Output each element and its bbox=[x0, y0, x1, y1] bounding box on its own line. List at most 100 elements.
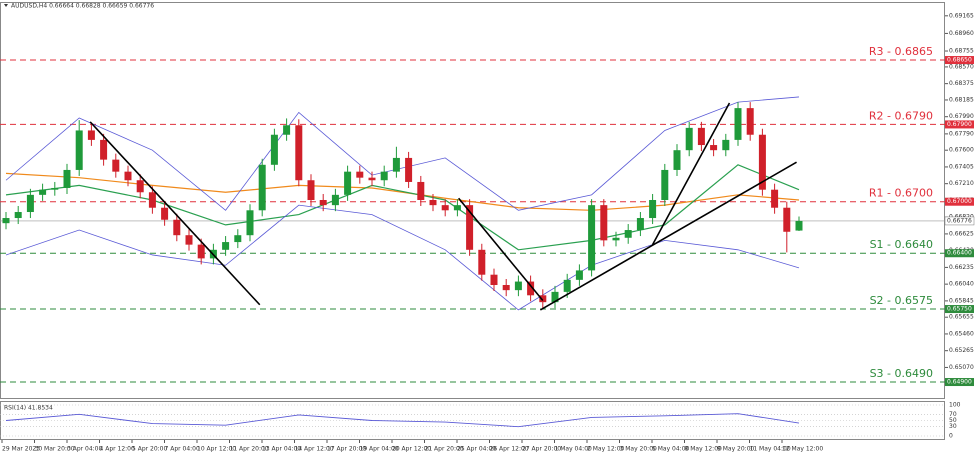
candle-body bbox=[270, 134, 278, 165]
candle-body bbox=[87, 130, 95, 140]
y-tick-label: 0.65265 bbox=[949, 347, 974, 354]
level-tag-box bbox=[945, 249, 974, 258]
current-tag: 0.66776 bbox=[947, 217, 972, 224]
candle-body bbox=[478, 249, 486, 275]
candle-body bbox=[563, 279, 571, 292]
candle-body bbox=[685, 127, 693, 151]
y-tick-label: 0.67600 bbox=[949, 147, 974, 154]
candle-body bbox=[758, 134, 766, 190]
trendline bbox=[458, 197, 544, 301]
candle-body bbox=[453, 205, 461, 211]
candle-body bbox=[539, 295, 547, 303]
y-tick-label: 0.68570 bbox=[949, 63, 974, 70]
candle-body bbox=[112, 159, 120, 172]
candle-body bbox=[722, 139, 730, 151]
x-tick-label: 21 Apr 20:00 bbox=[425, 446, 464, 453]
y-tick-label: 0.68375 bbox=[949, 80, 974, 87]
main-panel bbox=[0, 2, 945, 399]
x-tick-label: 29 Mar 2023 bbox=[2, 446, 40, 453]
candle-body bbox=[100, 139, 108, 160]
candle-body bbox=[161, 207, 169, 220]
y-tick-label: 0.67790 bbox=[949, 130, 974, 137]
candle-body bbox=[502, 285, 510, 291]
trendline bbox=[89, 121, 261, 306]
candle-body bbox=[771, 189, 779, 208]
x-tick-label: 4 Apr 12:00 bbox=[100, 446, 135, 453]
candle-body bbox=[258, 164, 266, 211]
candle-body bbox=[673, 150, 681, 170]
x-tick-label: 20 Apr 12:00 bbox=[392, 446, 431, 453]
y-tick-label: 0.68755 bbox=[949, 48, 974, 55]
x-tick-label: 5 May 04:00 bbox=[652, 446, 690, 453]
x-tick-label: 19 Apr 04:00 bbox=[360, 446, 399, 453]
level-label: S3 - 0.6490 bbox=[870, 367, 933, 380]
candle-body bbox=[429, 199, 437, 206]
candle-body bbox=[466, 205, 474, 250]
rsi-tick-label: 100 bbox=[949, 402, 961, 409]
candle-body bbox=[490, 274, 498, 286]
trendline bbox=[651, 102, 731, 246]
rsi-line bbox=[5, 413, 800, 428]
candle-body bbox=[783, 207, 791, 232]
rsi-tick-label: 0 bbox=[949, 433, 953, 440]
x-tick-label: 17 Apr 20:00 bbox=[327, 446, 366, 453]
level-label: R1 - 0.6700 bbox=[869, 187, 933, 200]
level-tag: 0.65750 bbox=[947, 306, 972, 313]
y-tick-label: 0.65655 bbox=[949, 314, 974, 321]
y-tick-label: 0.65070 bbox=[949, 364, 974, 371]
candle-body bbox=[527, 281, 535, 296]
candle-body bbox=[51, 187, 59, 190]
y-tick-label: 0.65845 bbox=[949, 297, 974, 304]
level-tag-box bbox=[945, 56, 974, 65]
candle-body bbox=[746, 108, 754, 135]
y-tick-label: 0.65460 bbox=[949, 330, 974, 337]
level-tag: 0.67900 bbox=[947, 121, 972, 128]
candle-body bbox=[14, 212, 22, 219]
candle-body bbox=[551, 291, 559, 303]
candle-body bbox=[710, 145, 718, 151]
candle-body bbox=[124, 171, 132, 181]
candle-body bbox=[356, 171, 364, 178]
x-tick-label: 1 May 04:00 bbox=[555, 446, 593, 453]
level-label: R2 - 0.6790 bbox=[869, 109, 933, 122]
candle-body bbox=[307, 180, 315, 200]
x-tick-label: 11 May 04:00 bbox=[750, 446, 791, 453]
candle-body bbox=[417, 181, 425, 200]
level-tag: 0.64900 bbox=[947, 379, 972, 386]
y-tick-label: 0.66625 bbox=[949, 230, 974, 237]
candle-body bbox=[344, 171, 352, 195]
y-tick-label: 0.68185 bbox=[949, 96, 974, 103]
candle-body bbox=[392, 157, 400, 172]
candle-body bbox=[246, 210, 254, 236]
chart-title: AUDUSD,H4 0.66664 0.66828 0.66659 0.6677… bbox=[11, 3, 154, 10]
candle-body bbox=[185, 235, 193, 245]
level-tag: 0.66400 bbox=[947, 250, 972, 257]
candle-body bbox=[734, 108, 742, 140]
candle-body bbox=[283, 125, 291, 135]
x-tick-label: 8 May 12:00 bbox=[685, 446, 723, 453]
level-tag-box bbox=[945, 378, 974, 387]
candle-body bbox=[575, 270, 583, 280]
x-tick-label: 12 May 12:00 bbox=[782, 446, 823, 453]
level-tag-box bbox=[945, 197, 974, 206]
candle-body bbox=[75, 130, 83, 170]
candle-body bbox=[368, 177, 376, 181]
rsi-tick-label: 30 bbox=[949, 423, 957, 430]
rsi-tick-label: 50 bbox=[949, 417, 957, 424]
x-tick-label: 14 Apr 12:00 bbox=[295, 446, 334, 453]
candle-body bbox=[795, 220, 803, 231]
x-tick-label: 3 May 20:00 bbox=[620, 446, 658, 453]
menu-arrow bbox=[4, 4, 8, 7]
candle-body bbox=[612, 237, 620, 241]
x-tick-label: 2 May 12:00 bbox=[587, 446, 625, 453]
x-tick-label: 25 Apr 04:00 bbox=[457, 446, 496, 453]
candle-body bbox=[600, 205, 608, 241]
candle-body bbox=[295, 125, 303, 181]
y-tick-label: 0.67405 bbox=[949, 163, 974, 170]
rsi-tick-label: 70 bbox=[949, 411, 957, 418]
candle-body bbox=[222, 242, 230, 250]
candle-body bbox=[514, 281, 522, 291]
candle-body bbox=[148, 192, 156, 208]
x-tick-label: 3 Apr 04:00 bbox=[67, 446, 102, 453]
